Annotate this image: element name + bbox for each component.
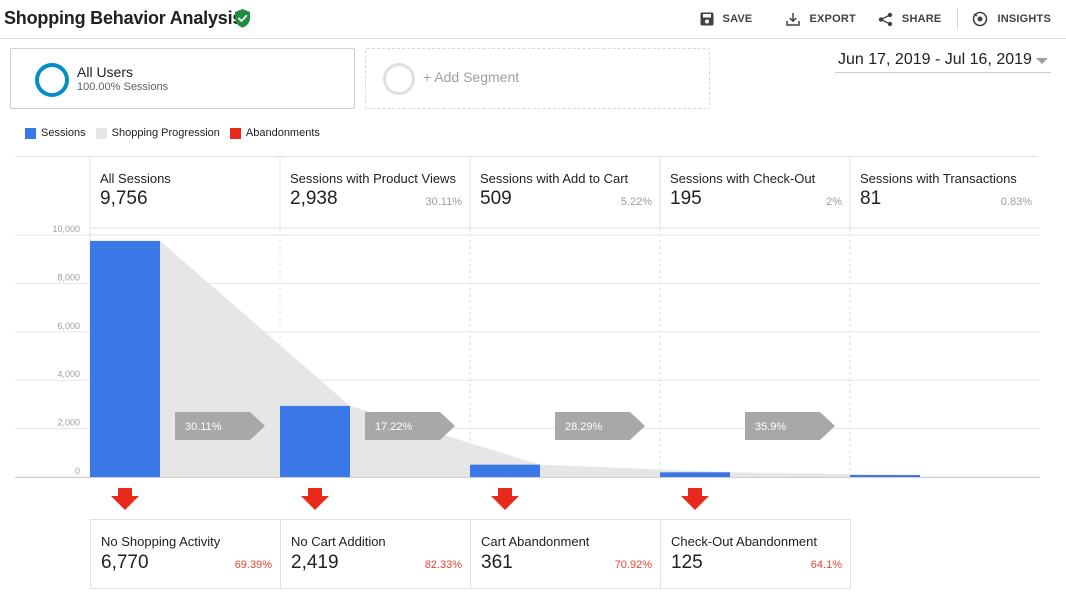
- insights-button[interactable]: INSIGHTS: [972, 11, 1051, 27]
- date-range-text: Jun 17, 2019 - Jul 16, 2019: [838, 51, 1032, 68]
- funnel-step-all-sessions[interactable]: All Sessions 9,756: [90, 157, 280, 228]
- legend-label: Sessions: [41, 127, 86, 139]
- step-value: 9,756: [100, 188, 148, 209]
- session-bar: [660, 472, 730, 477]
- save-icon: [700, 12, 714, 26]
- step-percent: 0.83%: [1000, 196, 1032, 208]
- share-button[interactable]: SHARE: [878, 12, 942, 27]
- step-label: Sessions with Transactions: [860, 171, 1017, 186]
- share-icon: [878, 12, 893, 26]
- action-divider: [957, 8, 959, 30]
- legend-swatch: [95, 127, 107, 139]
- page-title: Shopping Behavior Analysis: [4, 8, 243, 28]
- y-tick-label: 4,000: [57, 369, 80, 379]
- funnel-step-transactions[interactable]: Sessions with Transactions 81 0.83%: [850, 157, 1040, 228]
- abandonment-label: Cart Abandonment: [481, 534, 590, 549]
- abandonment-arrow-icon: [301, 488, 329, 510]
- session-bar: [280, 405, 350, 477]
- y-tick-label: 2,000: [57, 418, 80, 428]
- progression-label: 17.22%: [375, 421, 413, 433]
- chart-legend: Sessions Shopping Progression Abandonmen…: [25, 127, 330, 139]
- session-bar: [470, 464, 540, 477]
- abandonment-value: 6,770: [101, 552, 149, 573]
- progression-arrow: [365, 412, 455, 440]
- step-label: Sessions with Add to Cart: [480, 171, 629, 186]
- abandonment-no-cart-addition[interactable]: No Cart Addition 2,419 82.33%: [280, 519, 471, 589]
- abandonment-percent: 69.39%: [234, 559, 272, 571]
- legend-item-sessions: Sessions: [25, 127, 86, 139]
- legend-item-abandonments: Abandonments: [229, 127, 320, 139]
- progression-arrow: [555, 412, 645, 440]
- progression-arrow: [175, 412, 265, 440]
- y-tick-label: 6,000: [57, 321, 80, 331]
- step-value: 509: [480, 188, 512, 209]
- funnel-step-add-to-cart[interactable]: Sessions with Add to Cart 509 5.22%: [470, 157, 660, 228]
- chevron-down-icon: [1036, 58, 1048, 64]
- abandonment-value: 125: [671, 552, 703, 573]
- insights-icon: [973, 11, 988, 27]
- insights-label: INSIGHTS: [997, 13, 1051, 25]
- legend-swatch: [25, 127, 36, 139]
- session-bar: [90, 240, 160, 477]
- segment-ring-icon: [35, 63, 69, 97]
- verified-shield-icon: [235, 9, 250, 28]
- report-header: Shopping Behavior Analysis SAVE EXPORT: [0, 0, 1066, 39]
- segment-subtitle: 100.00% Sessions: [77, 81, 169, 93]
- step-label: Sessions with Check-Out: [670, 171, 816, 186]
- shopping-funnel: 10,000 8,000 6,000 4,000 2,000 0 30.11% 17.22% 2…: [0, 156, 1066, 592]
- step-label: Sessions with Product Views: [290, 171, 456, 186]
- export-button[interactable]: EXPORT: [786, 12, 856, 26]
- abandonment-value: 2,419: [291, 552, 339, 573]
- abandonment-no-shopping-activity[interactable]: No Shopping Activity 6,770 69.39%: [90, 519, 281, 589]
- abandonment-arrow-icon: [491, 488, 519, 510]
- abandonment-label: Check-Out Abandonment: [671, 534, 817, 549]
- abandonment-arrow-icon: [681, 488, 709, 510]
- session-bar: [850, 475, 920, 477]
- date-range-picker[interactable]: Jun 17, 2019 - Jul 16, 2019: [835, 46, 1051, 73]
- abandonment-value: 361: [481, 552, 513, 573]
- step-percent: 5.22%: [620, 196, 652, 208]
- abandonment-percent: 82.33%: [424, 559, 462, 571]
- funnel-chart: 10,000 8,000 6,000 4,000 2,000 0 30.11% 17.22% 2…: [15, 157, 1040, 510]
- progression-label: 28.29%: [565, 421, 603, 433]
- abandonment-arrow-icon: [111, 488, 139, 510]
- export-icon: [786, 13, 801, 26]
- add-segment-label: + Add Segment: [423, 69, 520, 85]
- step-percent: 2%: [826, 196, 842, 208]
- progression-label: 30.11%: [185, 421, 222, 433]
- step-percent: 30.11%: [425, 196, 463, 208]
- funnel-step-product-views[interactable]: Sessions with Product Views 2,938 30.11%: [280, 157, 470, 228]
- abandonment-percent: 64.1%: [810, 559, 842, 571]
- y-tick-label: 8,000: [57, 272, 80, 282]
- funnel-top-border: [15, 156, 1037, 157]
- add-segment-button[interactable]: + Add Segment: [365, 48, 710, 109]
- abandonment-cart-abandonment[interactable]: Cart Abandonment 361 70.92%: [470, 519, 661, 589]
- step-label: All Sessions: [100, 171, 171, 186]
- save-button[interactable]: SAVE: [700, 12, 753, 26]
- export-label: EXPORT: [809, 13, 856, 25]
- segment-all-users[interactable]: All Users 100.00% Sessions: [10, 48, 355, 109]
- step-value: 195: [670, 188, 702, 209]
- progression-arrow: [745, 412, 835, 440]
- abandonment-check-out-abandonment[interactable]: Check-Out Abandonment 125 64.1%: [660, 519, 851, 589]
- step-value: 81: [860, 188, 882, 209]
- save-label: SAVE: [722, 13, 753, 25]
- abandonment-label: No Shopping Activity: [101, 534, 221, 549]
- progression-label: 35.9%: [755, 421, 786, 433]
- header-actions: SAVE EXPORT SHARE I: [700, 0, 1066, 38]
- legend-item-shopping-progression: Shopping Progression: [95, 127, 220, 139]
- step-value: 2,938: [290, 188, 338, 209]
- segment-name: All Users: [77, 64, 134, 80]
- abandonment-percent: 70.92%: [614, 559, 652, 571]
- y-tick-label: 10,000: [52, 224, 80, 234]
- segment-ring-icon: [383, 63, 415, 95]
- y-tick-label: 0: [75, 466, 80, 476]
- funnel-step-check-out[interactable]: Sessions with Check-Out 195 2%: [660, 157, 850, 228]
- legend-label: Abandonments: [245, 127, 320, 139]
- legend-label: Shopping Progression: [111, 127, 220, 139]
- share-label: SHARE: [901, 13, 942, 25]
- abandonment-label: No Cart Addition: [291, 534, 386, 549]
- legend-swatch: [229, 127, 241, 139]
